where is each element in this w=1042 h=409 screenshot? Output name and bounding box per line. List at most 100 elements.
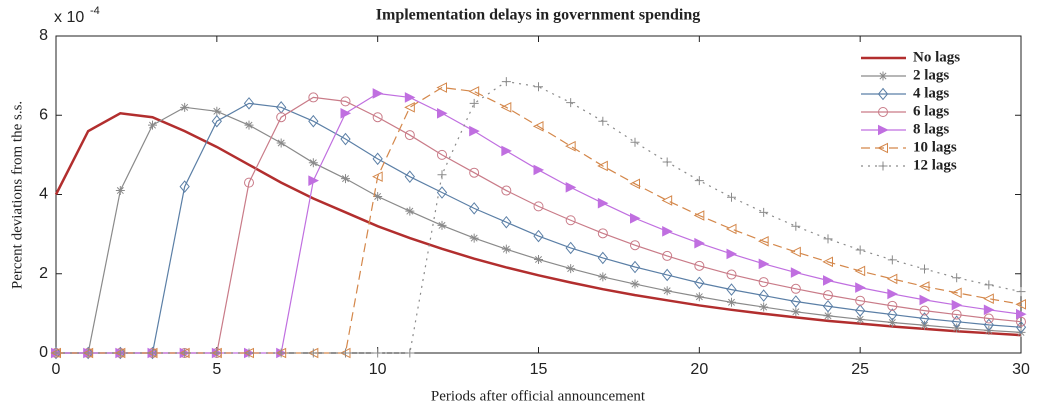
point [372, 112, 383, 123]
point [758, 277, 769, 288]
point [855, 304, 866, 317]
point [662, 286, 672, 296]
point [566, 98, 576, 108]
point [694, 237, 705, 249]
point [211, 114, 222, 128]
point [469, 125, 480, 137]
point [694, 292, 704, 302]
point [1015, 298, 1026, 310]
point [727, 297, 736, 307]
point [212, 348, 222, 358]
point [115, 348, 125, 358]
point [308, 92, 319, 103]
point [404, 102, 415, 113]
point [469, 98, 479, 108]
point [855, 295, 866, 306]
point [1016, 308, 1027, 320]
point [886, 273, 898, 285]
point [373, 191, 383, 201]
point [437, 220, 447, 230]
point [662, 268, 673, 282]
point [951, 309, 962, 320]
point [404, 92, 416, 103]
point [630, 212, 641, 224]
point [855, 245, 865, 255]
y-tick-label: 6 [39, 106, 48, 123]
point [533, 229, 544, 243]
point [887, 255, 897, 265]
point [534, 82, 543, 92]
y-axis-label: Percent deviations from the s.s. [9, 101, 25, 289]
y-tick-label: 0 [39, 344, 48, 361]
point [952, 323, 962, 333]
point [694, 276, 705, 290]
point [887, 317, 897, 327]
legend-label: 12 lags [913, 157, 957, 173]
point [598, 272, 608, 282]
point [501, 77, 511, 87]
point [308, 348, 318, 358]
point [308, 158, 318, 168]
point [500, 102, 512, 113]
x-tick-label: 20 [690, 361, 708, 378]
point [854, 265, 866, 277]
point [661, 195, 673, 206]
point [597, 251, 608, 265]
point [469, 167, 480, 178]
y-exponent: -4 [90, 5, 100, 17]
point [983, 304, 995, 316]
point [984, 280, 994, 290]
point [920, 264, 929, 274]
point [404, 170, 415, 183]
legend-label: No lags [913, 49, 960, 65]
point [244, 120, 254, 130]
point [340, 132, 351, 146]
point [340, 96, 351, 107]
point [725, 223, 737, 235]
point [244, 177, 254, 188]
point [791, 221, 801, 231]
point [597, 228, 608, 239]
point [823, 234, 833, 244]
point [630, 137, 640, 147]
point [179, 180, 190, 193]
point [373, 348, 383, 358]
point [180, 348, 190, 358]
point [244, 348, 254, 358]
y-multiplier: x 10 [54, 9, 84, 26]
point [919, 305, 930, 316]
point [468, 86, 480, 97]
legend-label: 8 lags [913, 121, 949, 137]
point [920, 320, 929, 330]
point [405, 206, 415, 216]
legend-marker [878, 161, 888, 171]
point [887, 300, 898, 311]
point [918, 281, 930, 292]
point [341, 174, 350, 184]
point [437, 149, 447, 160]
point [790, 295, 801, 308]
point [823, 275, 834, 286]
point [758, 235, 769, 247]
point [790, 246, 801, 258]
point [759, 207, 769, 217]
point [534, 254, 543, 264]
point [276, 112, 287, 123]
point [501, 215, 512, 229]
point [822, 256, 833, 268]
point [533, 164, 545, 176]
point [855, 314, 865, 324]
point [372, 88, 384, 99]
point [597, 197, 609, 209]
point [726, 248, 738, 260]
x-axis-label: Periods after official announcement [431, 388, 646, 404]
point [83, 348, 93, 358]
point [823, 311, 833, 321]
y-tick-label: 4 [39, 186, 48, 203]
point [694, 176, 704, 186]
point [565, 241, 576, 255]
point [1016, 316, 1026, 327]
x-tick-label: 25 [851, 361, 869, 378]
point [855, 282, 866, 293]
